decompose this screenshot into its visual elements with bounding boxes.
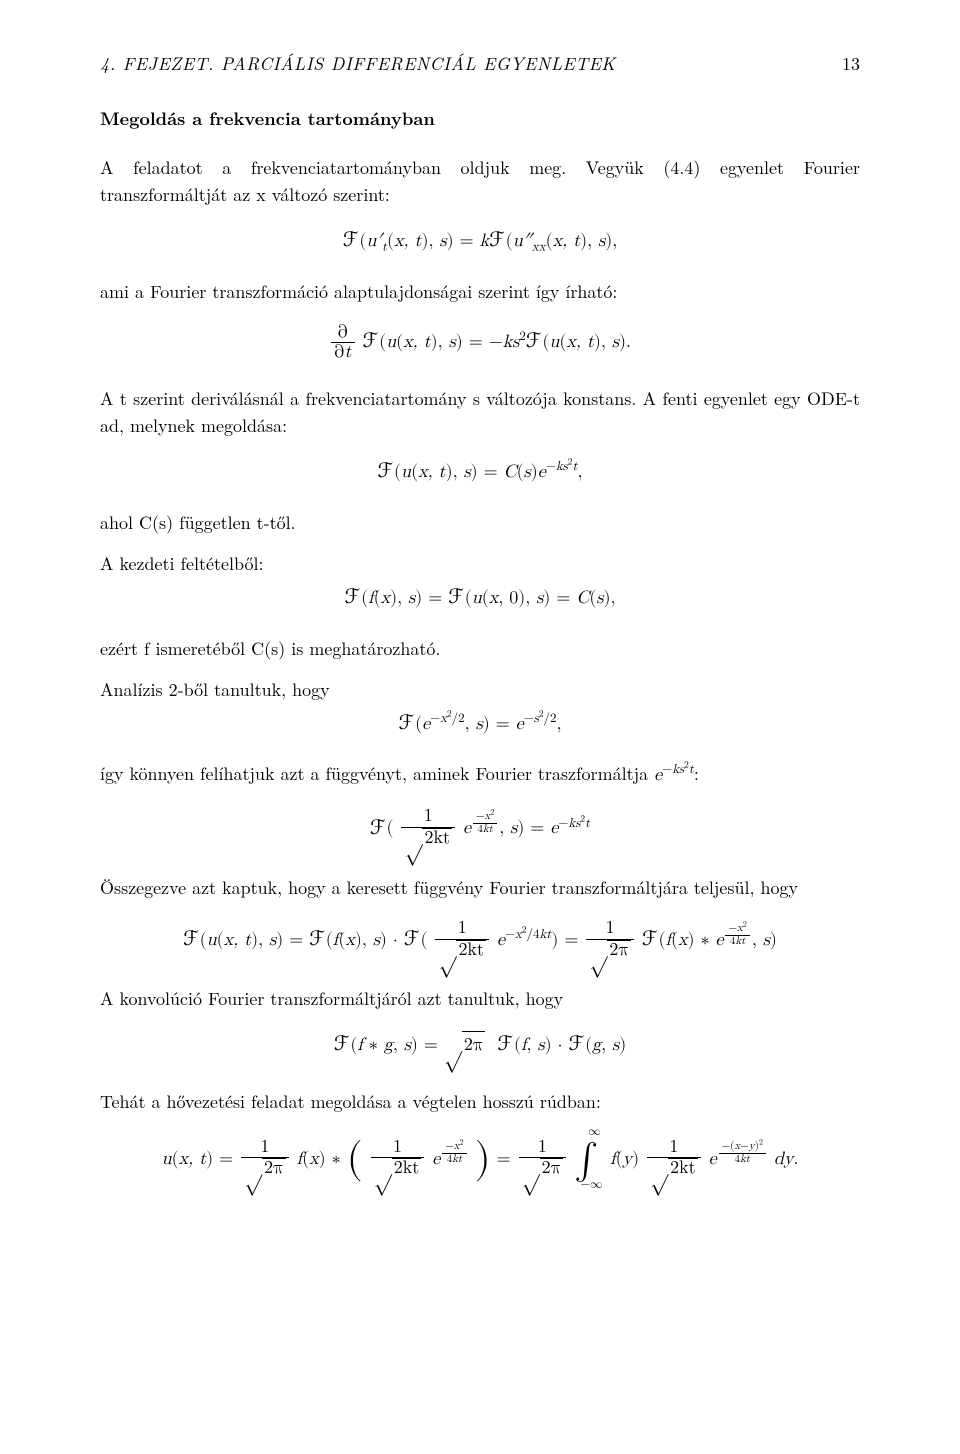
equation-6: ℱ( 1√2kt e−x24kt, s) = e−ks2t <box>100 807 860 852</box>
page: 4. FEJEZET. PARCIÁLIS DIFFERENCIÁL EGYEN… <box>0 0 960 1454</box>
header-chapter: 4. FEJEZET. PARCIÁLIS DIFFERENCIÁL EGYEN… <box>100 50 616 77</box>
equation-9: u(x, t) = 1√2π f(x) ∗ ( 1√2kt e−x24kt ) … <box>100 1133 860 1187</box>
equation-2: ∂∂t ℱ(u(x, t), s) = −ks2ℱ(u(x, t), s). <box>100 323 860 364</box>
paragraph-10: A konvolúció Fourier transzformáltjáról … <box>100 985 860 1012</box>
paragraph-9: Összegezve azt kaptuk, hogy a keresett f… <box>100 874 860 901</box>
paragraph-7: Analízis 2-ből tanultuk, hogy <box>100 676 860 703</box>
equation-8: ℱ(f ∗ g, s) = √2π ℱ(f, s) · ℱ(g, s) <box>100 1030 860 1063</box>
paragraph-1: A feladatot a frekvenciatartományban old… <box>100 154 860 208</box>
paragraph-5: A kezdeti feltételből: <box>100 550 860 577</box>
equation-3: ℱ(u(x, t), s) = C(s)e−ks2t, <box>100 457 860 487</box>
header-page-number: 13 <box>842 50 860 77</box>
paragraph-8: így könnyen felíhatjuk azt a függvényt, … <box>100 760 860 789</box>
equation-1: ℱ(u′t(x, t), s) = kℱ(u″xx(x, t), s), <box>100 226 860 256</box>
section-title: Megoldás a frekvencia tartományban <box>100 105 860 132</box>
paragraph-4: ahol C(s) független t-től. <box>100 509 860 536</box>
equation-5: ℱ(e−x2/2, s) = e−s2/2, <box>100 709 860 739</box>
inline-math-eks2t: e−ks2t <box>654 766 694 784</box>
paragraph-2: ami a Fourier transzformáció alaptulajdo… <box>100 278 860 305</box>
paragraph-6: ezért f ismeretéből C(s) is meghatározha… <box>100 635 860 662</box>
paragraph-3: A t szerint deriválásnál a frekvenciatar… <box>100 385 860 439</box>
equation-7: ℱ(u(x, t), s) = ℱ(f(x), s) · ℱ( 1√2kt e−… <box>100 919 860 964</box>
page-header: 4. FEJEZET. PARCIÁLIS DIFFERENCIÁL EGYEN… <box>100 50 860 77</box>
paragraph-11: Tehát a hővezetési feladat megoldása a v… <box>100 1088 860 1115</box>
equation-4: ℱ(f(x), s) = ℱ(u(x, 0), s) = C(s), <box>100 583 860 613</box>
